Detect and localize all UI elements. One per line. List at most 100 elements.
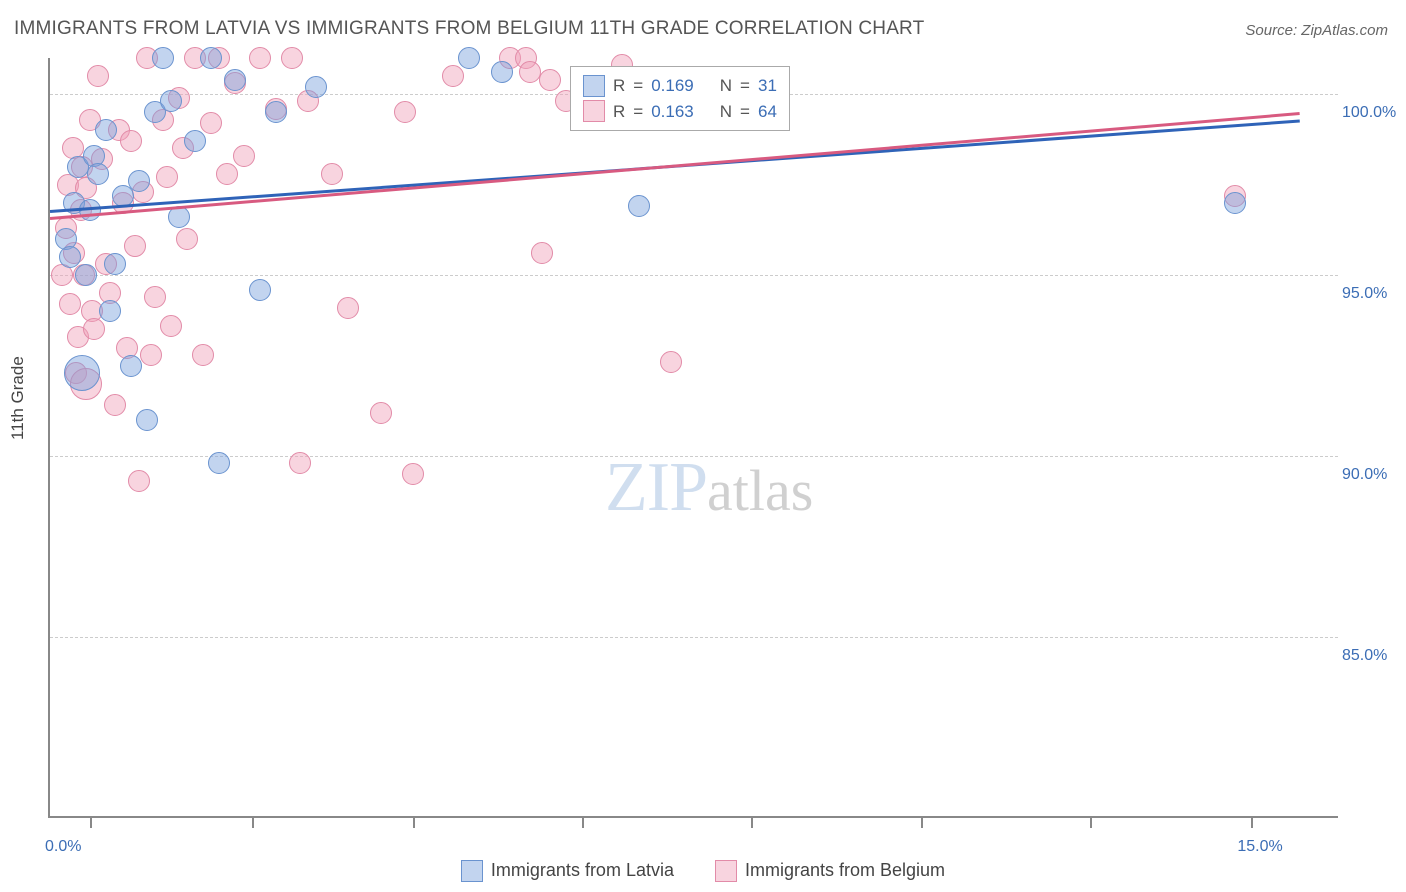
grid-line: [50, 637, 1338, 638]
belgium-point: [216, 163, 238, 185]
y-tick-label: 95.0%: [1342, 285, 1387, 303]
n-label: N: [720, 73, 732, 99]
y-axis-label: 11th Grade: [8, 356, 28, 440]
belgium-point: [140, 344, 162, 366]
source-prefix: Source:: [1245, 22, 1301, 39]
belgium-point: [281, 47, 303, 69]
latvia-point: [87, 163, 109, 185]
latvia-point: [184, 130, 206, 152]
belgium-point: [200, 112, 222, 134]
belgium-point: [531, 242, 553, 264]
belgium-point: [660, 351, 682, 373]
latvia-point: [104, 253, 126, 275]
latvia-point: [168, 206, 190, 228]
equals-sign: =: [740, 73, 750, 99]
plot-area: ZIPatlas 100.0%95.0%90.0%85.0%: [48, 58, 1338, 818]
latvia-point: [491, 61, 513, 83]
belgium-point: [394, 101, 416, 123]
belgium-point: [402, 463, 424, 485]
x-tick: [582, 816, 584, 828]
x-tick: [921, 816, 923, 828]
grid-line: [50, 456, 1338, 457]
latvia-swatch-icon: [583, 75, 605, 97]
belgium-point: [128, 470, 150, 492]
belgium-point: [233, 145, 255, 167]
x-tick-label-min: 0.0%: [45, 838, 81, 856]
x-tick: [90, 816, 92, 828]
belgium-point: [59, 293, 81, 315]
belgium-point: [87, 65, 109, 87]
latvia-point: [458, 47, 480, 69]
grid-line: [50, 275, 1338, 276]
latvia-point: [1224, 192, 1246, 214]
source-attribution: Source: ZipAtlas.com: [1245, 22, 1388, 39]
x-tick: [1090, 816, 1092, 828]
latvia-point: [128, 170, 150, 192]
r-value-latvia: 0.169: [651, 73, 694, 99]
y-tick-label: 100.0%: [1342, 104, 1396, 122]
legend-label-belgium: Immigrants from Belgium: [745, 860, 945, 880]
r-label: R: [613, 99, 625, 125]
x-tick-label-max: 15.0%: [1237, 838, 1282, 856]
latvia-point: [64, 355, 100, 391]
x-tick: [252, 816, 254, 828]
chart-container: IMMIGRANTS FROM LATVIA VS IMMIGRANTS FRO…: [0, 0, 1406, 892]
n-value-belgium: 64: [758, 99, 777, 125]
n-label: N: [720, 99, 732, 125]
latvia-point: [59, 246, 81, 268]
latvia-point: [152, 47, 174, 69]
latvia-point: [224, 69, 246, 91]
r-value-belgium: 0.163: [651, 99, 694, 125]
belgium-point: [192, 344, 214, 366]
latvia-point: [120, 355, 142, 377]
equals-sign: =: [740, 99, 750, 125]
belgium-point: [176, 228, 198, 250]
x-tick: [413, 816, 415, 828]
legend-row-latvia: R = 0.169 N = 31: [583, 73, 777, 99]
y-tick-label: 85.0%: [1342, 647, 1387, 665]
belgium-point: [156, 166, 178, 188]
latvia-point: [305, 76, 327, 98]
belgium-swatch-icon: [715, 860, 737, 882]
legend-row-belgium: R = 0.163 N = 64: [583, 99, 777, 125]
latvia-swatch-icon: [461, 860, 483, 882]
y-tick-label: 90.0%: [1342, 466, 1387, 484]
watermark-atlas: atlas: [707, 458, 813, 523]
belgium-point: [83, 318, 105, 340]
equals-sign: =: [633, 99, 643, 125]
belgium-point: [160, 315, 182, 337]
belgium-point: [370, 402, 392, 424]
legend-item-latvia: Immigrants from Latvia: [461, 860, 679, 880]
belgium-point: [519, 61, 541, 83]
legend-correlation-box: R = 0.169 N = 31 R = 0.163 N = 64: [570, 66, 790, 131]
belgium-point: [539, 69, 561, 91]
source-name: ZipAtlas.com: [1301, 22, 1388, 39]
legend-label-latvia: Immigrants from Latvia: [491, 860, 674, 880]
x-tick: [751, 816, 753, 828]
latvia-point: [265, 101, 287, 123]
belgium-point: [104, 394, 126, 416]
watermark: ZIPatlas: [605, 448, 813, 528]
latvia-point: [249, 279, 271, 301]
belgium-point: [337, 297, 359, 319]
equals-sign: =: [633, 73, 643, 99]
latvia-point: [208, 452, 230, 474]
legend-series: Immigrants from Latvia Immigrants from B…: [0, 860, 1406, 882]
belgium-point: [144, 286, 166, 308]
r-label: R: [613, 73, 625, 99]
chart-title: IMMIGRANTS FROM LATVIA VS IMMIGRANTS FRO…: [14, 18, 924, 40]
latvia-point: [99, 300, 121, 322]
latvia-point: [136, 409, 158, 431]
belgium-point: [120, 130, 142, 152]
watermark-zip: ZIP: [605, 449, 707, 526]
latvia-point: [200, 47, 222, 69]
belgium-point: [289, 452, 311, 474]
belgium-swatch-icon: [583, 100, 605, 122]
belgium-point: [249, 47, 271, 69]
latvia-point: [75, 264, 97, 286]
latvia-point: [95, 119, 117, 141]
latvia-point: [628, 195, 650, 217]
x-tick: [1251, 816, 1253, 828]
n-value-latvia: 31: [758, 73, 777, 99]
legend-item-belgium: Immigrants from Belgium: [715, 860, 945, 880]
